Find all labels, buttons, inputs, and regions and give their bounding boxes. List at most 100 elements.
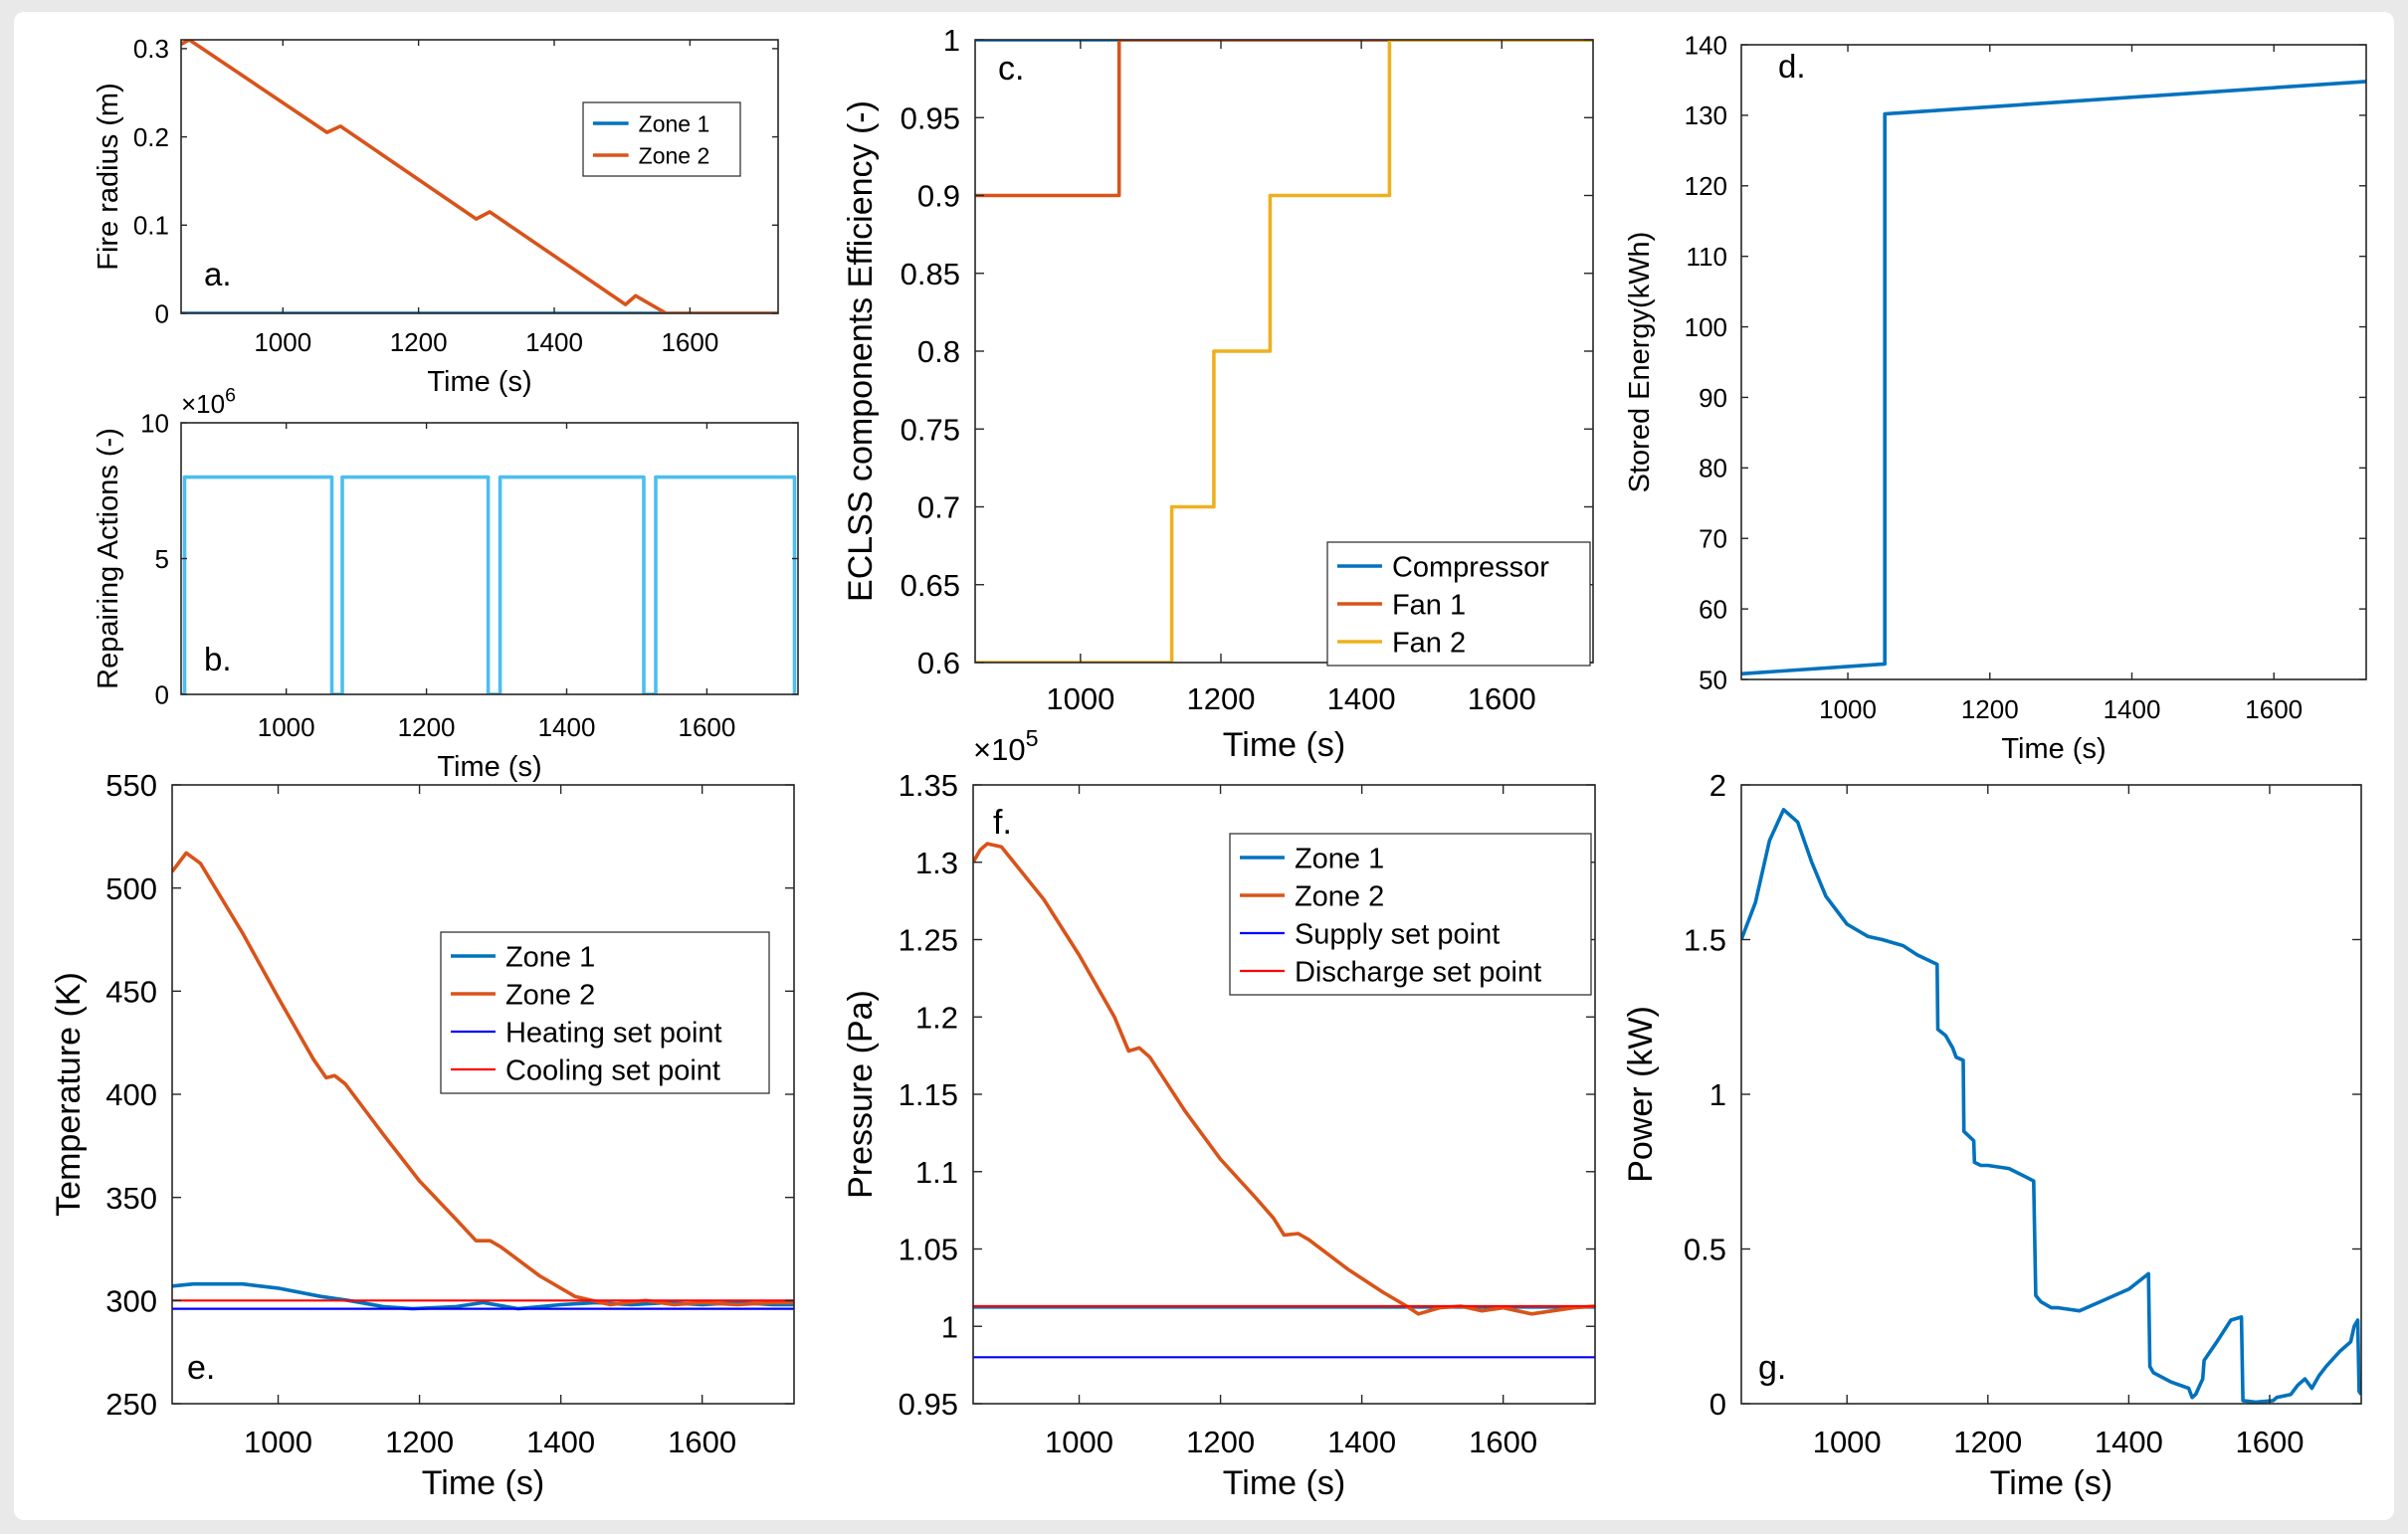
x-tick-label-b-2: 1400 — [538, 712, 596, 742]
legend-f: Zone 1 Zone 2 Supply set point Discharge se… — [1229, 833, 1592, 996]
x-tick-label-e-0: 1000 — [244, 1425, 312, 1459]
legend-a: Zone 1 Zone 2 — [582, 101, 741, 177]
y-tick-label-a-0: 0 — [155, 298, 169, 328]
legend-label-c-1: Fan 1 — [1392, 589, 1466, 621]
x-axis-label-f: Time (s) — [1223, 1464, 1345, 1502]
legend-label-a-1: Zone 2 — [639, 142, 710, 168]
y-tick-label-g-3: 1.5 — [1684, 923, 1726, 958]
x-axis-label-g: Time (s) — [1990, 1464, 2112, 1502]
x-tick-label-f-3: 1600 — [1469, 1425, 1537, 1459]
legend-label-e-1: Zone 2 — [505, 979, 595, 1011]
y-axis-label-f: Pressure (Pa) — [842, 990, 880, 1199]
y-tick-label-g-1: 0.5 — [1684, 1233, 1726, 1267]
panel-a: 1000 1200 1400 1600 0 0.1 0.2 0.3 Time (s) Fire r… — [93, 34, 779, 398]
x-tick-label-c-2: 1400 — [1327, 681, 1396, 716]
y-tick-label-f-0: 0.95 — [899, 1387, 958, 1422]
legend-e: Zone 1 Zone 2 Heating set point Cooling set… — [440, 931, 770, 1094]
y-tick-label-b-2: 10 — [140, 408, 169, 438]
x-axis-label-b: Time (s) — [437, 751, 541, 783]
legend-c: Compressor Fan 1 Fan 2 — [1326, 541, 1591, 667]
y-tick-label-g-0: 0 — [1709, 1387, 1726, 1422]
y-tick-label-d-3: 80 — [1699, 454, 1727, 483]
x-tick-label-f-2: 1400 — [1327, 1425, 1396, 1459]
y-tick-label-c-1: 0.65 — [901, 568, 960, 603]
y-tick-label-c-8: 1 — [943, 23, 960, 58]
panel-e: 1000 1200 1400 1600 250 300 350 400 450 500 550 Tim… — [50, 768, 795, 1502]
exponent-power-b: 6 — [225, 384, 236, 406]
y-axis-label-b: Repairing Actions (-) — [93, 428, 124, 689]
y-tick-label-f-5: 1.2 — [915, 1000, 958, 1035]
y-tick-label-b-0: 0 — [155, 679, 169, 709]
x-tick-label-a-1: 1200 — [390, 327, 448, 357]
panel-d: 1000 1200 1400 1600 50 60 70 80 90 100 110 120 130 14… — [1624, 30, 2367, 765]
x-axis-label-c: Time (s) — [1223, 726, 1345, 764]
y-tick-label-e-3: 400 — [105, 1077, 157, 1112]
x-tick-label-d-0: 1000 — [1819, 694, 1877, 724]
legend-label-f-2: Supply set point — [1295, 918, 1500, 950]
y-tick-label-c-0: 0.6 — [917, 646, 960, 680]
x-tick-label-c-0: 1000 — [1046, 681, 1114, 716]
y-tick-label-f-6: 1.25 — [899, 923, 958, 958]
y-axis-label-c: ECLSS components Efficiency (-) — [842, 100, 880, 602]
y-tick-label-e-0: 250 — [105, 1387, 157, 1422]
panel-label-a: a. — [204, 256, 232, 292]
y-tick-label-c-6: 0.9 — [917, 179, 960, 214]
axes-box-d — [1740, 44, 2367, 680]
axes-box-g — [1740, 784, 2362, 1405]
x-tick-label-a-2: 1400 — [525, 327, 583, 357]
series-line-c-2 — [975, 40, 1593, 663]
x-axis-label-d: Time (s) — [2001, 733, 2106, 765]
x-tick-label-e-2: 1400 — [526, 1425, 595, 1459]
y-tick-label-f-2: 1.05 — [899, 1233, 958, 1267]
panel-label-e: e. — [187, 1349, 215, 1387]
series-line-e-1 — [172, 851, 794, 1307]
legend-label-f-1: Zone 2 — [1295, 880, 1384, 912]
series-line-b-0 — [181, 475, 797, 694]
panel-label-c: c. — [998, 50, 1024, 88]
x-tick-label-c-3: 1600 — [1468, 681, 1536, 716]
x-tick-label-e-1: 1200 — [385, 1425, 454, 1459]
y-tick-label-f-1: 1 — [941, 1309, 958, 1344]
legend-label-a-0: Zone 1 — [639, 110, 710, 136]
x-tick-label-b-1: 1200 — [398, 712, 456, 742]
y-tick-label-e-2: 350 — [105, 1181, 157, 1216]
series-line-c-1 — [975, 40, 1593, 198]
legend-box-a — [582, 101, 741, 177]
legend-label-e-2: Heating set point — [505, 1017, 722, 1049]
panel-g: 1000 1200 1400 1600 0 0.5 1 1.5 2 Time (s) Power (… — [1622, 768, 2362, 1502]
panel-label-d: d. — [1778, 48, 1806, 85]
y-tick-label-c-7: 0.95 — [901, 100, 960, 135]
y-tick-label-f-4: 1.15 — [899, 1077, 958, 1112]
series-line-f-1 — [973, 842, 1595, 1316]
y-axis-label-g: Power (kW) — [1622, 1006, 1660, 1183]
y-tick-label-d-4: 90 — [1699, 383, 1727, 413]
x-tick-label-f-0: 1000 — [1045, 1425, 1113, 1459]
y-tick-label-c-4: 0.8 — [917, 334, 960, 369]
x-tick-label-b-0: 1000 — [258, 712, 315, 742]
legend-label-f-0: Zone 1 — [1295, 843, 1384, 874]
y-tick-label-d-0: 50 — [1699, 665, 1727, 694]
y-tick-label-b-1: 5 — [155, 544, 169, 574]
y-tick-label-c-2: 0.7 — [917, 490, 960, 525]
x-tick-label-d-1: 1200 — [1961, 694, 2019, 724]
panel-c: 1000 1200 1400 1600 0.6 0.65 0.7 0.75 0.8 0.85 0.9… — [842, 23, 1594, 764]
x-tick-label-b-3: 1600 — [678, 712, 735, 742]
exponent-label-f: ×105 — [973, 725, 1039, 767]
series-line-a-1 — [181, 40, 778, 313]
x-tick-label-d-3: 1600 — [2245, 694, 2303, 724]
y-tick-label-f-7: 1.3 — [915, 846, 958, 880]
y-tick-label-g-2: 1 — [1709, 1077, 1726, 1112]
panel-f: 1000 1200 1400 1600 0.95 1 1.05 1.1 1.15 1.2 1.25 1… — [842, 725, 1596, 1502]
y-tick-label-e-4: 450 — [105, 974, 157, 1009]
y-tick-label-f-8: 1.35 — [899, 768, 958, 803]
x-tick-label-a-0: 1000 — [254, 327, 311, 357]
panel-label-g: g. — [1758, 1349, 1786, 1387]
y-axis-label-d: Stored Energy(kWh) — [1624, 232, 1656, 493]
x-tick-label-a-3: 1600 — [661, 327, 718, 357]
series-line-d-0 — [1741, 80, 2366, 676]
panel-b: 1000 1200 1400 1600 0 5 10 Time (s) Repairing Ac… — [93, 384, 799, 783]
y-tick-label-c-5: 0.85 — [901, 257, 960, 291]
y-axis-label-a: Fire radius (m) — [93, 83, 124, 271]
axes-box-e — [171, 784, 795, 1405]
